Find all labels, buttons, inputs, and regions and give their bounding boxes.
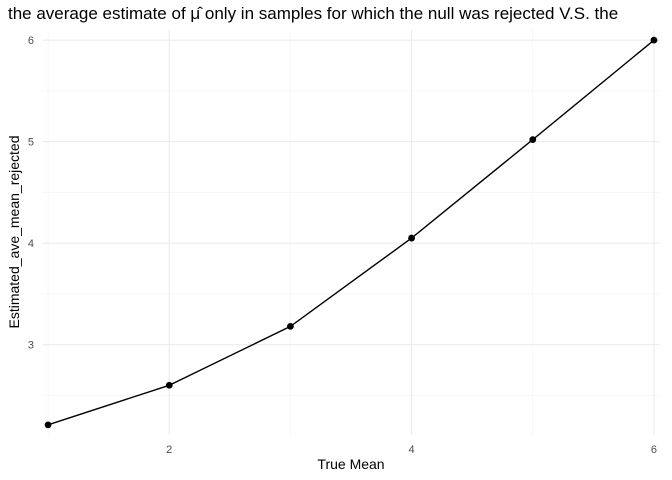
data-point [529, 136, 537, 144]
data-point [287, 322, 294, 330]
data-point [44, 421, 52, 429]
y-axis-title: Estimated_ave_mean_rejected [6, 135, 22, 328]
grid [42, 30, 660, 435]
x-tick-label: 6 [651, 444, 657, 456]
series-layer [44, 36, 658, 429]
x-axis-title: True Mean [317, 456, 384, 472]
y-tick-label: 6 [28, 35, 34, 47]
series-line [47, 39, 655, 426]
chart-title: the average estimate of μ̂ only in sampl… [8, 4, 618, 23]
y-tick-label: 5 [28, 137, 34, 149]
data-point [408, 234, 415, 242]
y-tick-label: 4 [28, 238, 34, 250]
tick-labels: 2 4 6 3 4 5 6 [28, 35, 657, 456]
data-point [650, 36, 658, 44]
y-tick-label: 3 [28, 340, 34, 352]
data-point [165, 381, 173, 389]
x-tick-label: 4 [409, 444, 415, 456]
x-tick-label: 2 [166, 444, 172, 456]
